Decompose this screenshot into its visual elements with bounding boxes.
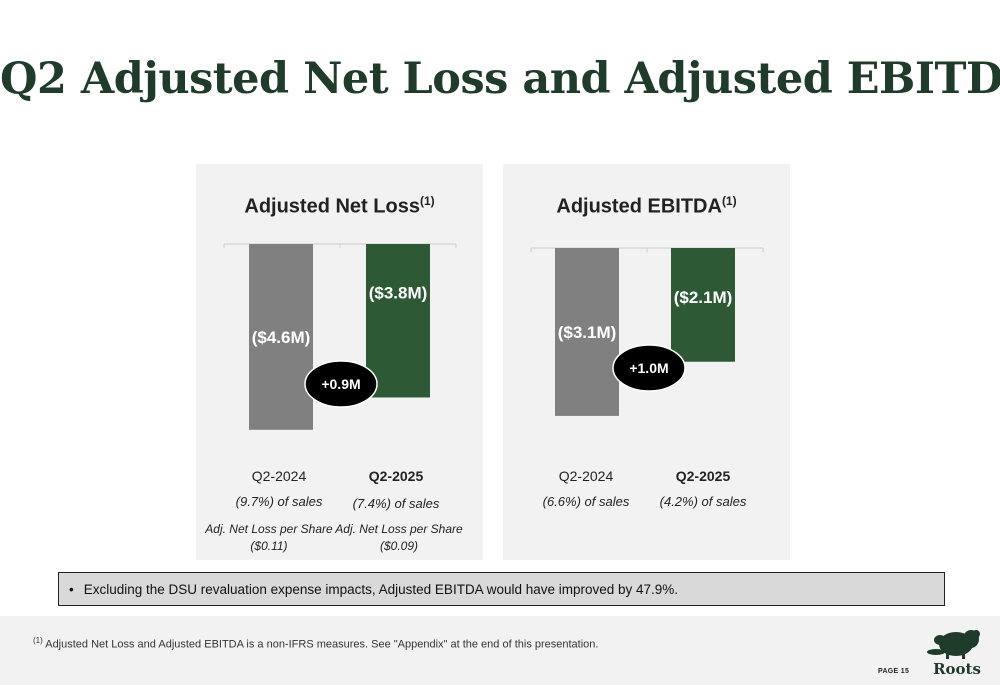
delta-bubble [612,344,686,392]
chart-title-text: Adjusted Net Loss [244,195,420,218]
bar-q2-2024 [555,248,619,416]
bullet-icon: • [69,581,74,597]
bar-q2-2025 [671,248,735,362]
chart-title-footnote-mark: (1) [721,194,737,208]
category-label-q2-2024: Q2-2024 [251,468,307,484]
bar-chart-adjusted-ebitda: ($3.1M) ($2.1M) +1.0M [530,247,764,416]
page-number: PAGE 15 [878,668,910,675]
bar-q2-2025 [366,244,430,398]
footer: (1) Adjusted Net Loss and Adjusted EBITD… [0,616,1000,685]
note-box: • Excluding the DSU revaluation expense … [58,572,945,606]
delta-bubble [304,360,378,408]
eps-q2-2025: Adj. Net Loss per Share ($0.09) [329,521,469,555]
eps-q2-2024: Adj. Net Loss per Share ($0.11) [199,521,339,555]
eps-label: Adj. Net Loss per Share [335,522,463,536]
category-label-q2-2025: Q2-2025 [368,468,424,484]
roots-beaver-logo-icon: Roots [927,630,981,678]
chart-title: Adjusted EBITDA(1) [503,194,790,219]
bar-chart-adjusted-net-loss: ($4.6M) ($3.8M) +0.9M [223,243,457,430]
pct-of-sales-q2-2024: (9.7%) of sales [235,494,323,509]
page-title: Q2 Adjusted Net Loss and Adjusted EBITDA [0,54,1000,104]
pct-of-sales-q2-2024: (6.6%) of sales [542,494,630,509]
logo-wordmark: Roots [933,660,981,678]
delta-label: +1.0M [629,360,668,376]
category-label-q2-2024: Q2-2024 [558,468,614,484]
category-label-q2-2025: Q2-2025 [675,468,731,484]
chart-panel-adjusted-ebitda: Adjusted EBITDA(1) ($3.1M) ($2.1M) +1.0M Q… [503,164,790,560]
chart-panel-adjusted-net-loss: Adjusted Net Loss(1) ($4.6M) ($3.8M) +0.9M… [196,164,483,560]
eps-value: ($0.11) [250,539,288,553]
chart-title: Adjusted Net Loss(1) [196,194,483,219]
delta-label: +0.9M [321,376,360,392]
pct-of-sales-q2-2025: (7.4%) of sales [352,496,440,511]
eps-value: ($0.09) [379,539,419,553]
data-label-q2-2025: ($3.8M) [369,284,428,303]
footnote-mark: (1) [33,636,43,645]
footnote: (1) Adjusted Net Loss and Adjusted EBITD… [33,636,598,651]
pct-of-sales-q2-2025: (4.2%) of sales [659,494,747,509]
data-label-q2-2024: ($3.1M) [558,323,617,342]
chart-title-text: Adjusted EBITDA [556,195,722,218]
chart-title-footnote-mark: (1) [419,194,435,208]
bar-q2-2024 [249,244,313,430]
footnote-text: Adjusted Net Loss and Adjusted EBITDA is… [42,638,599,651]
eps-label: Adj. Net Loss per Share [205,522,333,536]
note-text: Excluding the DSU revaluation expense im… [83,581,679,597]
data-label-q2-2024: ($4.6M) [252,328,311,347]
data-label-q2-2025: ($2.1M) [674,288,733,307]
